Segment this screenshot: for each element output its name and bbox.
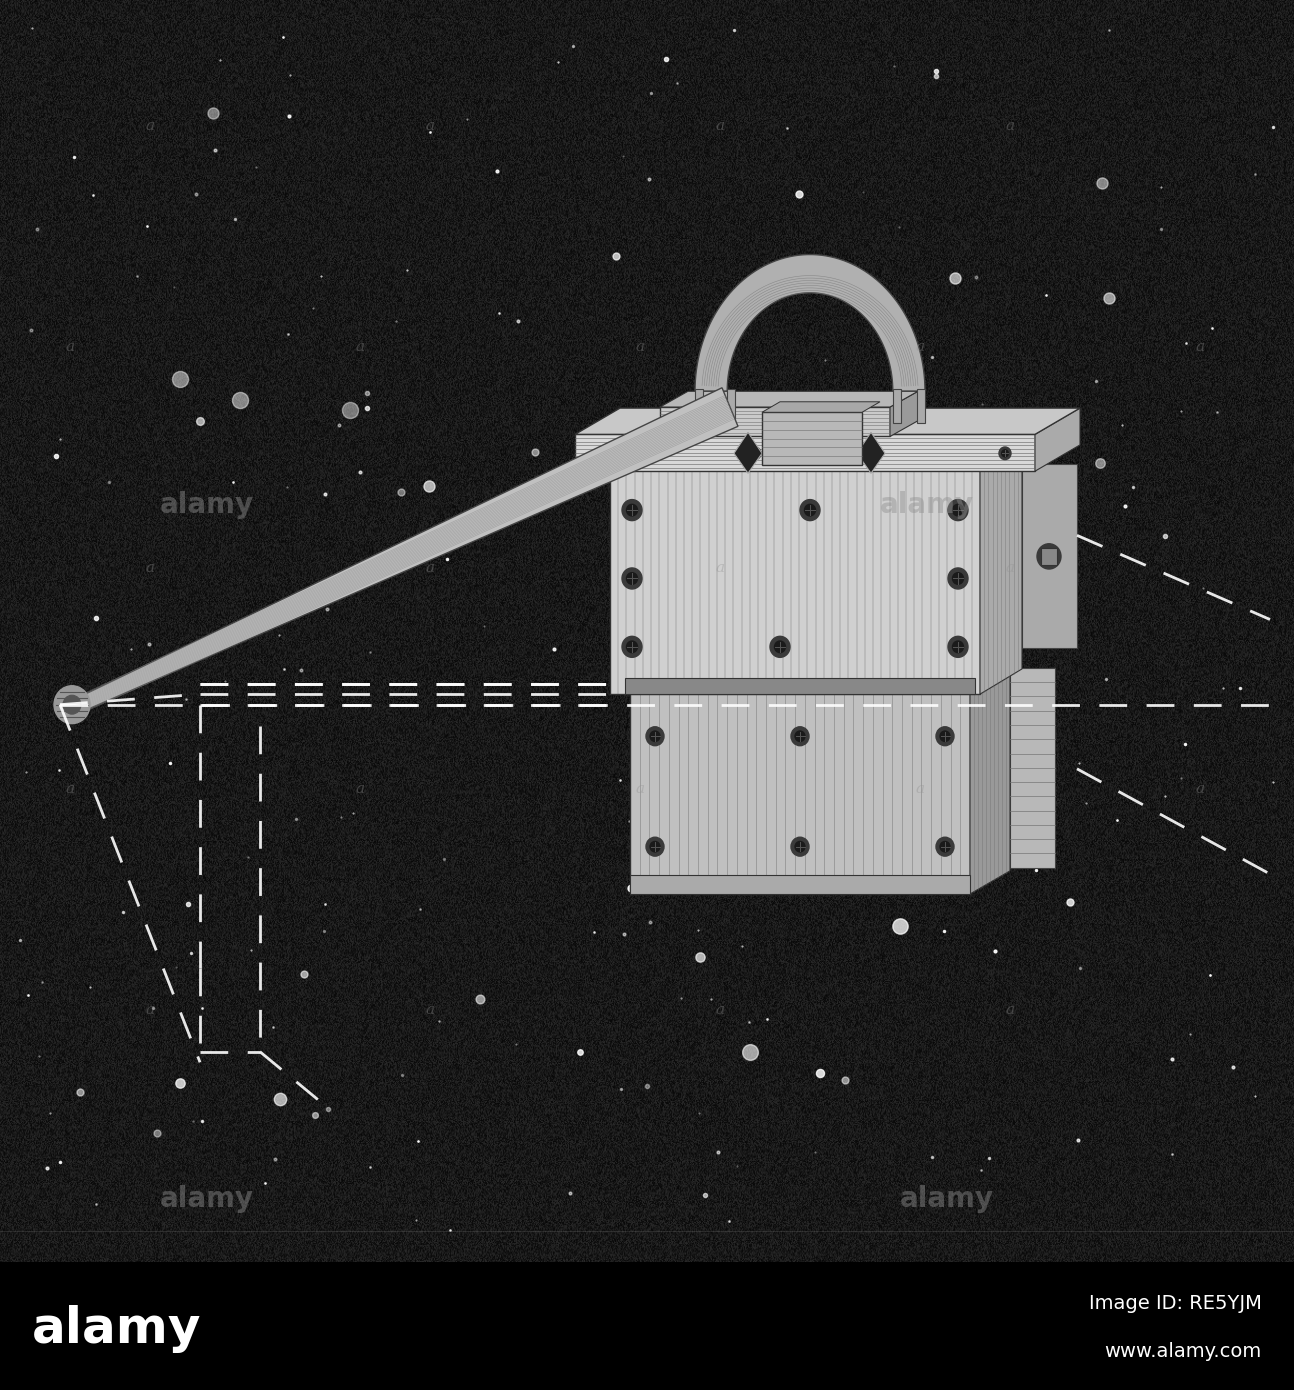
Circle shape: [622, 569, 642, 589]
Circle shape: [952, 641, 964, 653]
Circle shape: [805, 505, 815, 516]
Text: Image ID: RE5YJM: Image ID: RE5YJM: [1088, 1294, 1262, 1312]
Circle shape: [936, 837, 954, 856]
Text: alamy: alamy: [160, 491, 254, 518]
Circle shape: [939, 841, 950, 852]
Circle shape: [952, 573, 964, 584]
Text: a: a: [356, 781, 365, 796]
Circle shape: [849, 448, 861, 460]
Bar: [625, 678, 974, 694]
Circle shape: [795, 841, 805, 852]
Text: alamy: alamy: [32, 1305, 202, 1352]
Bar: [1022, 464, 1077, 648]
Text: a: a: [356, 341, 365, 354]
Polygon shape: [857, 432, 885, 473]
Polygon shape: [695, 254, 925, 391]
Circle shape: [1036, 543, 1061, 569]
Text: a: a: [426, 562, 435, 575]
Text: a: a: [1005, 1002, 1014, 1016]
Bar: [609, 468, 980, 694]
Text: a: a: [1196, 341, 1205, 354]
Circle shape: [622, 637, 642, 657]
Polygon shape: [980, 443, 1022, 694]
Polygon shape: [970, 666, 1011, 894]
Circle shape: [939, 731, 950, 741]
Circle shape: [63, 695, 82, 714]
Bar: [727, 389, 735, 423]
Polygon shape: [734, 432, 762, 473]
Bar: [630, 876, 970, 894]
Circle shape: [949, 637, 968, 657]
Polygon shape: [609, 443, 1022, 468]
Bar: [630, 689, 970, 894]
Circle shape: [626, 641, 638, 653]
Text: a: a: [635, 341, 644, 354]
Polygon shape: [630, 666, 1011, 689]
Circle shape: [650, 731, 660, 741]
Text: a: a: [716, 562, 725, 575]
Bar: [917, 389, 925, 423]
Circle shape: [949, 569, 968, 589]
Text: a: a: [716, 1002, 725, 1016]
Polygon shape: [1035, 409, 1080, 471]
Polygon shape: [762, 402, 880, 413]
Circle shape: [599, 448, 611, 460]
Circle shape: [936, 727, 954, 745]
Text: a: a: [716, 120, 725, 133]
Bar: [660, 407, 890, 436]
Circle shape: [650, 841, 660, 852]
Circle shape: [800, 499, 820, 521]
Text: alamy: alamy: [901, 1186, 994, 1213]
Bar: [695, 389, 703, 423]
Text: a: a: [915, 781, 924, 796]
Text: a: a: [1196, 781, 1205, 796]
Circle shape: [626, 573, 638, 584]
Circle shape: [999, 448, 1011, 460]
Circle shape: [626, 505, 638, 516]
Circle shape: [54, 685, 91, 724]
Text: alamy: alamy: [880, 491, 974, 518]
Circle shape: [646, 837, 664, 856]
Circle shape: [949, 499, 968, 521]
Circle shape: [791, 727, 809, 745]
Text: a: a: [145, 120, 154, 133]
Bar: [1011, 667, 1055, 867]
Text: a: a: [66, 341, 75, 354]
Polygon shape: [78, 388, 738, 712]
Circle shape: [752, 450, 758, 457]
Circle shape: [791, 837, 809, 856]
Text: a: a: [915, 341, 924, 354]
Circle shape: [775, 641, 785, 653]
Circle shape: [1002, 450, 1008, 457]
Text: a: a: [145, 1002, 154, 1016]
Bar: [893, 389, 901, 423]
Bar: [1040, 548, 1057, 564]
Circle shape: [770, 637, 791, 657]
Text: alamy: alamy: [160, 1186, 254, 1213]
Circle shape: [795, 731, 805, 741]
Circle shape: [952, 505, 964, 516]
Bar: [575, 435, 1035, 471]
Circle shape: [622, 499, 642, 521]
Text: a: a: [426, 1002, 435, 1016]
Polygon shape: [890, 391, 917, 436]
Text: a: a: [426, 120, 435, 133]
Circle shape: [646, 727, 664, 745]
Circle shape: [602, 450, 608, 457]
Text: a: a: [145, 562, 154, 575]
Circle shape: [1043, 549, 1056, 563]
Circle shape: [749, 448, 761, 460]
Text: a: a: [635, 781, 644, 796]
Text: a: a: [1005, 120, 1014, 133]
Text: www.alamy.com: www.alamy.com: [1104, 1343, 1262, 1361]
Text: a: a: [1005, 562, 1014, 575]
Polygon shape: [575, 409, 1080, 435]
Circle shape: [851, 450, 858, 457]
Polygon shape: [660, 391, 917, 407]
Bar: [762, 413, 862, 464]
Text: a: a: [66, 781, 75, 796]
